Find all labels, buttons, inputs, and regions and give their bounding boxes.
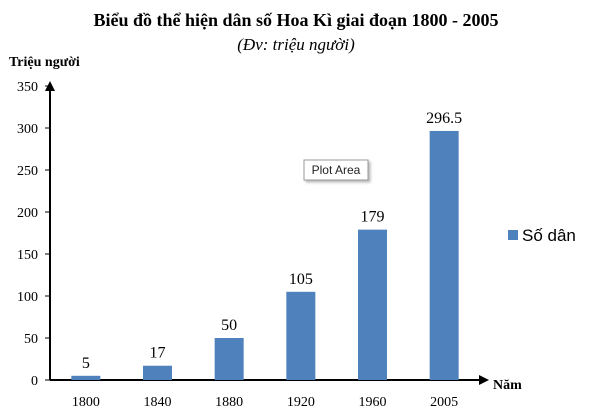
y-axis-title: Triệu người [9,55,80,70]
legend: Số dân [508,226,576,245]
legend-label: Số dân [522,226,576,245]
y-tick-label: 250 [17,164,38,179]
plot-area-tooltip: Plot Area [303,159,369,181]
x-tick-label: 1840 [144,395,172,410]
y-tick-label: 150 [17,248,38,263]
tooltip-box [303,159,369,181]
bar [214,338,244,380]
y-tick-label: 50 [24,332,38,347]
data-label: 296.5 [426,110,462,127]
chart-title: Biểu đồ thể hiện dân số Hoa Kì giai đoạn… [93,10,498,30]
legend-swatch [508,230,518,240]
y-tick-label: 350 [17,80,38,95]
y-tick-label: 100 [17,290,38,305]
bar [358,229,387,380]
data-label: 50 [221,317,237,334]
x-tick-label: 1880 [215,395,243,410]
data-label: 105 [289,271,313,288]
x-tick-label: 2005 [430,395,458,410]
y-tick-label: 200 [17,206,38,221]
data-label: 179 [361,209,385,226]
bar [286,291,316,380]
chart-subtitle: (Đv: triệu người) [237,35,355,54]
x-tick-label: 1960 [359,395,387,410]
bar [71,375,101,380]
y-tick-label: 300 [17,122,38,137]
plot-area[interactable]: 0 50 100 150 200 250 300 350 5 1800 17 1840 50 1880 10… [17,80,489,410]
tooltip-label: Plot Area [312,163,361,177]
bar [143,365,172,380]
data-label: 5 [82,355,90,372]
bar [429,130,459,380]
y-tick-label: 0 [31,374,38,389]
data-label: 17 [150,345,166,362]
x-tick-label: 1920 [287,395,315,410]
x-tick-label: 1800 [72,395,100,410]
x-axis-title: Năm [493,378,522,393]
